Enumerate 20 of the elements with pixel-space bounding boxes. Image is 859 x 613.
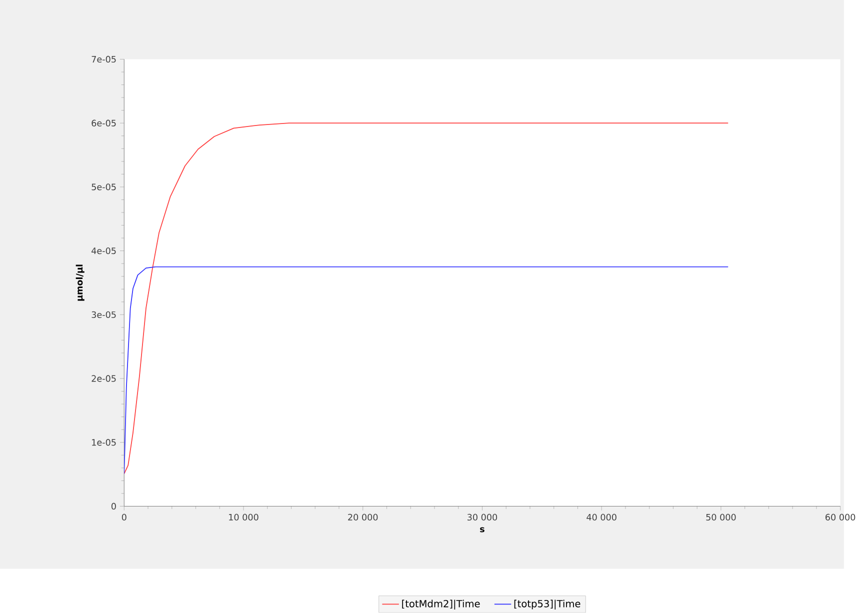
x-tick-label: 30 000 [468, 514, 498, 521]
x-tick-label: 20 000 [348, 514, 378, 521]
y-axis-title: µmol/µl [76, 264, 84, 301]
x-tick-label: 60 000 [826, 514, 856, 521]
y-tick-label: 4e-05 [92, 248, 116, 254]
y-tick-label: 2e-05 [92, 375, 116, 382]
y-tick-label: 7e-05 [92, 56, 116, 63]
y-tick-label: 3e-05 [92, 311, 116, 318]
legend-label: [totp53]|Time [514, 600, 580, 610]
y-tick-label: 6e-05 [92, 120, 116, 127]
y-tick-label: 0 [111, 502, 116, 510]
x-axis-title: s [480, 527, 484, 532]
y-tick-label: 5e-05 [92, 184, 116, 190]
y-tick-label: 1e-05 [92, 439, 116, 446]
x-tick-label: 0 [122, 514, 126, 521]
x-tick-label: 40 000 [586, 514, 616, 521]
line-series [124, 122, 729, 474]
x-tick-label: 10 000 [229, 514, 258, 521]
x-tick-label: 50 000 [706, 514, 736, 521]
legend-label: [totMdm2]|Time [402, 600, 480, 610]
